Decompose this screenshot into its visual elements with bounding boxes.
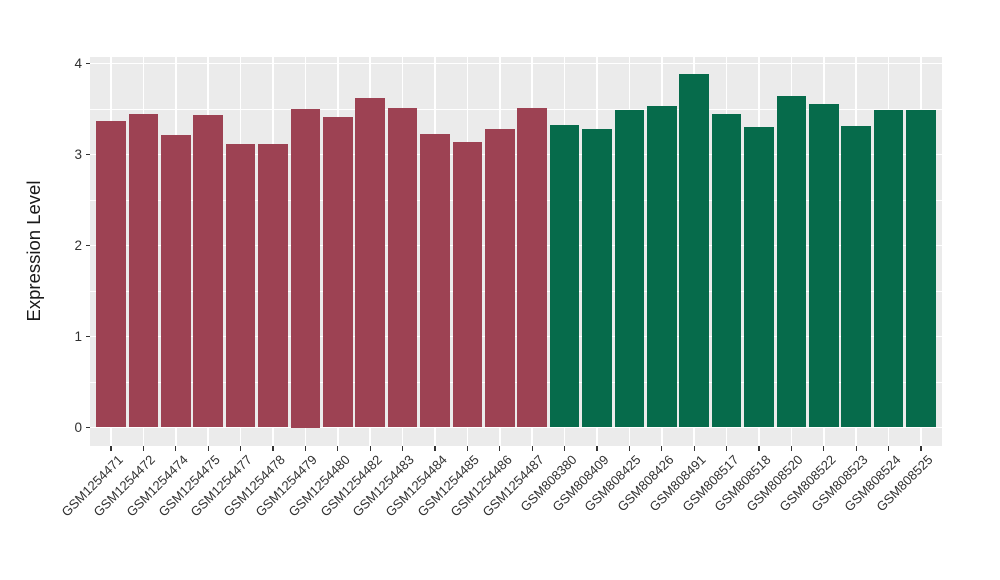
x-tick-mark [110,446,112,451]
major-gridline [90,153,942,156]
x-tick-mark [790,446,793,451]
x-tick-mark [725,446,728,451]
y-axis-title: Expression Level [23,180,44,322]
x-tick-mark [142,446,145,451]
x-tick-mark [920,446,922,451]
bar [355,98,385,428]
x-tick-mark [466,446,469,451]
y-tick-label: 4 [74,55,82,71]
bar [809,103,839,428]
bar [290,109,321,428]
bar [387,108,418,428]
bar [906,109,936,428]
bar [679,74,709,428]
major-gridline [90,244,942,247]
bar [517,108,547,428]
x-tick-mark [693,446,695,451]
x-tick-mark [337,446,339,451]
x-tick-mark [661,446,663,451]
minor-gridline [90,381,942,383]
x-tick-mark [628,446,631,451]
x-tick-mark [434,446,436,451]
bar [323,117,353,428]
y-tick-label: 0 [74,419,82,435]
x-tick-mark [823,446,825,451]
bar [776,96,807,428]
major-gridline [90,426,942,429]
bar [549,125,580,428]
x-tick-mark [887,446,890,451]
x-tick-mark [855,446,857,451]
x-tick-mark [272,446,274,451]
y-tick-mark [85,244,90,247]
x-tick-mark [304,446,307,451]
bar [873,109,904,428]
y-tick-label: 1 [74,328,82,344]
x-tick-mark [758,446,760,451]
x-tick-mark [175,446,177,451]
y-tick-mark [85,153,90,156]
bar [485,129,515,428]
x-tick-mark [531,446,533,451]
x-tick-mark [401,446,404,451]
y-tick-label: 2 [74,237,82,253]
y-tick-mark [85,335,90,338]
bar [258,143,288,428]
x-tick-mark [207,446,209,451]
bar [161,135,191,428]
y-tick-label: 3 [74,146,82,162]
bar [452,141,483,428]
bar [614,109,645,428]
y-tick-mark [85,426,90,429]
x-tick-mark [239,446,242,451]
x-tick-mark [563,446,566,451]
bar [647,106,677,428]
x-tick-mark [596,446,598,451]
major-gridline [90,62,942,65]
minor-gridline [90,290,942,292]
minor-gridline [90,199,942,201]
bar [711,113,742,428]
bar [225,143,256,428]
bar [582,129,612,428]
bar [841,126,871,428]
major-gridline [90,335,942,338]
bar [193,115,223,428]
x-tick-mark [369,446,371,451]
bar [128,113,159,428]
bar [744,127,774,428]
bar [96,120,126,428]
bar [420,133,450,428]
y-tick-mark [85,62,90,65]
x-tick-mark [499,446,501,451]
minor-gridline [90,108,942,110]
